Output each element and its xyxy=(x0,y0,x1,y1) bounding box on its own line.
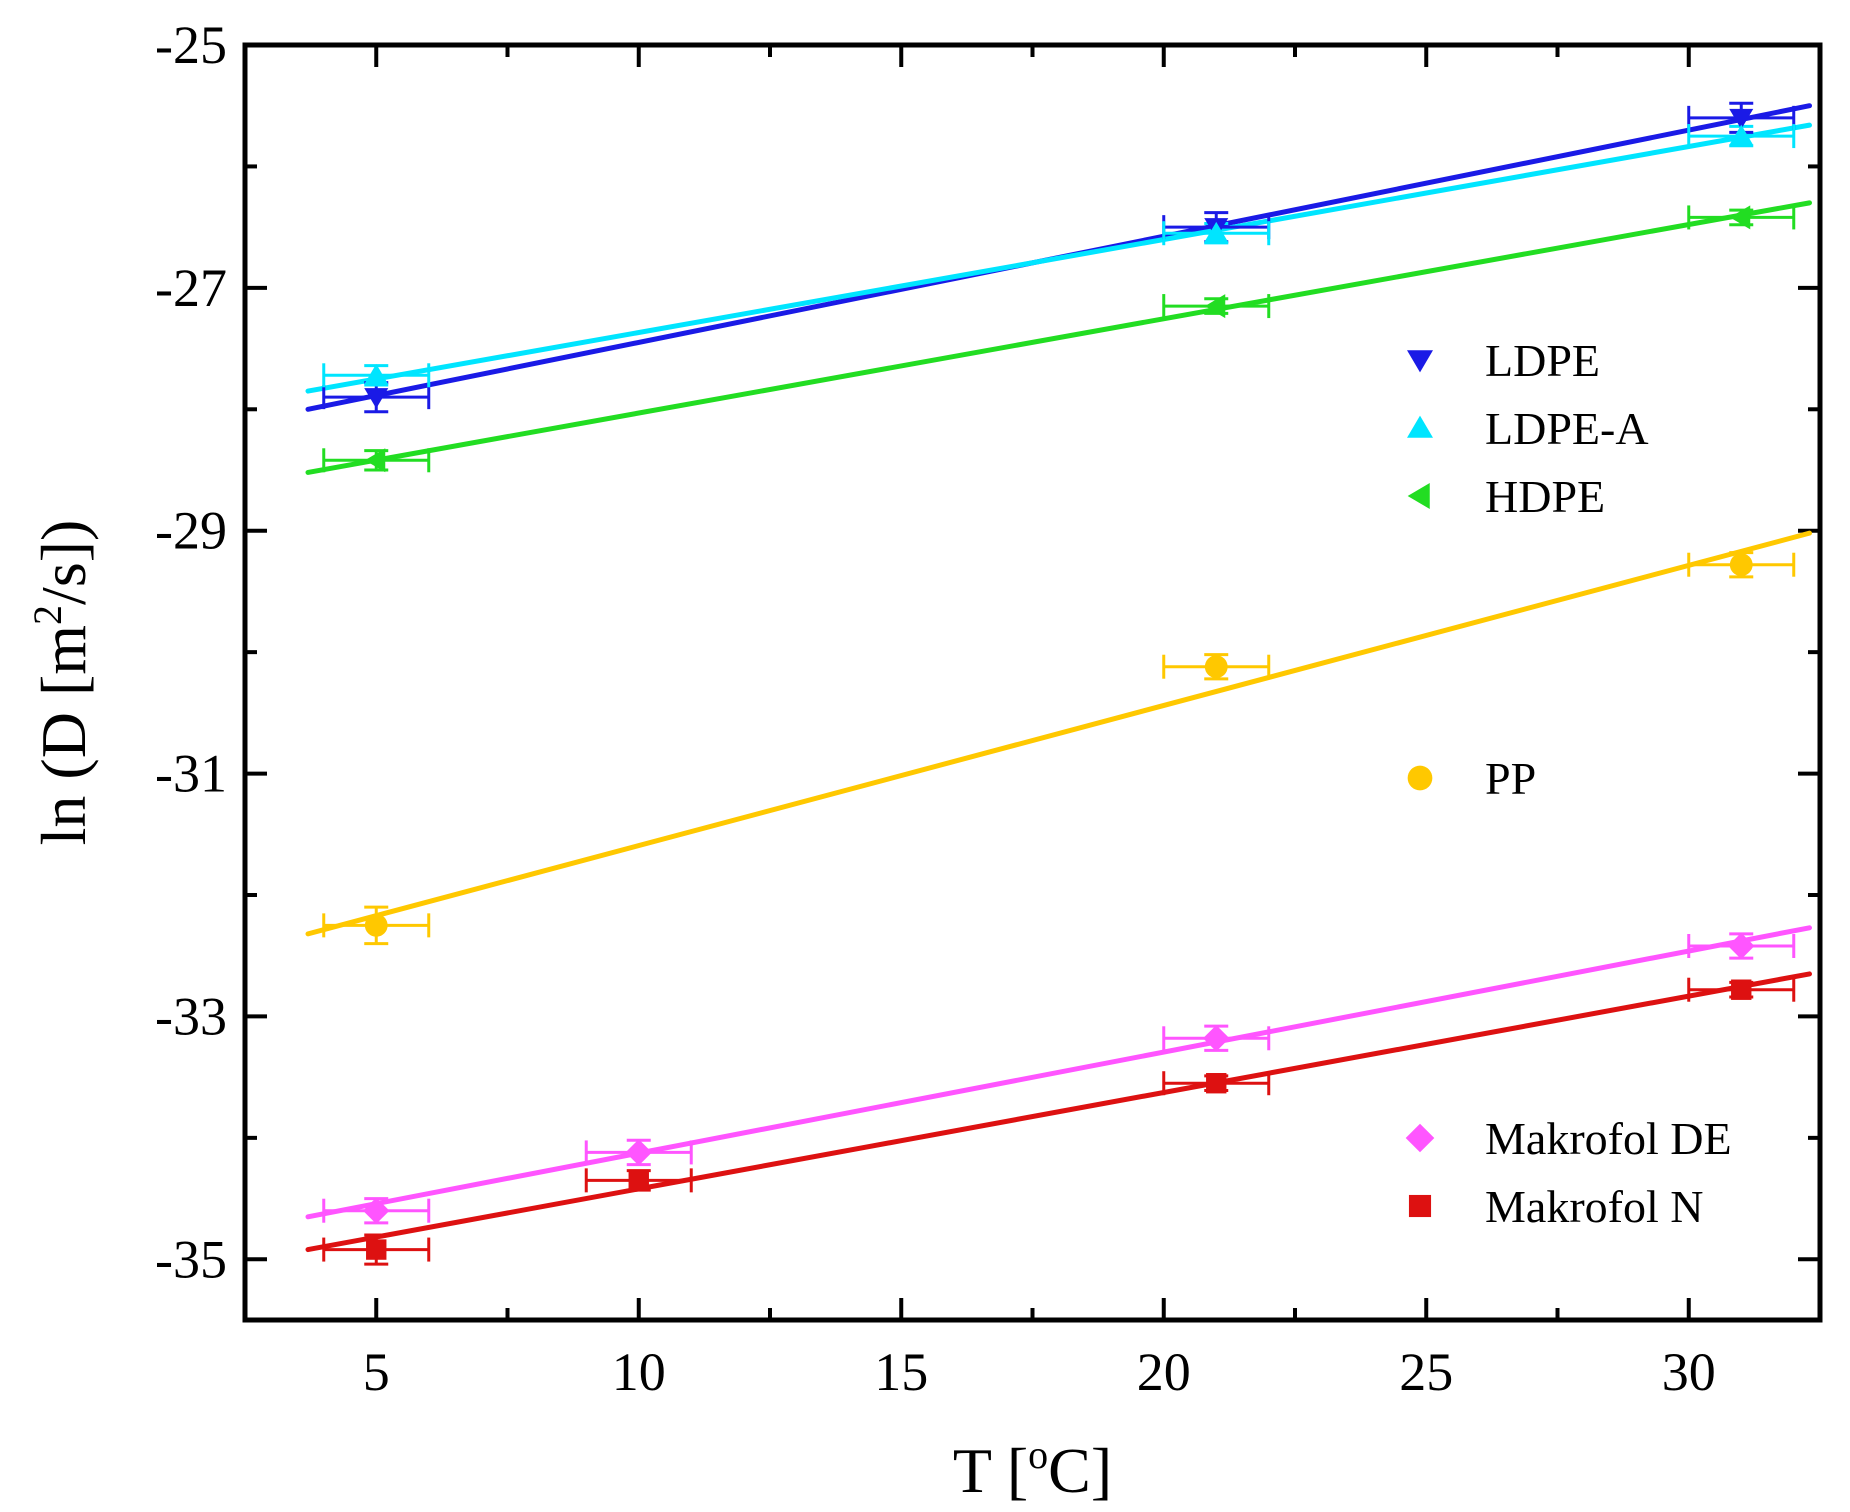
x-axis-title: T [oC] xyxy=(953,1432,1112,1506)
data-point-hdpe xyxy=(1729,205,1751,230)
data-point-makrofol-de xyxy=(625,1139,652,1166)
y-tick-label: -35 xyxy=(155,1229,227,1289)
data-point-makrofol-de xyxy=(1728,932,1755,960)
data-point-makrofol-de xyxy=(363,1197,390,1224)
error-bars xyxy=(322,101,1796,1266)
legend-label-ldpe: LDPE xyxy=(1485,335,1600,386)
data-point-makrofol-n xyxy=(1731,979,1752,1000)
legend-label-pp: PP xyxy=(1485,753,1536,804)
fit-line-makrofol-de xyxy=(305,925,1812,1220)
legend-label-makrofol-n: Makrofol N xyxy=(1485,1181,1703,1232)
data-point-ldpe-a xyxy=(1204,221,1229,243)
data-point-pp xyxy=(1204,655,1228,679)
x-tick-label: 20 xyxy=(1137,1342,1191,1402)
data-point-hdpe xyxy=(1204,294,1226,319)
data-point-ldpe xyxy=(364,388,389,409)
legend-label-ldpe-a: LDPE-A xyxy=(1485,403,1649,454)
y-tick-label: -25 xyxy=(155,15,227,75)
x-tick-label: 30 xyxy=(1662,1342,1716,1402)
fit-line-ldpe-a xyxy=(305,122,1812,394)
y-axis-title: ln (D [m2/s]) xyxy=(25,520,99,846)
x-tick-label: 10 xyxy=(612,1342,666,1402)
fit-line-makrofol-n xyxy=(305,971,1812,1253)
legend-marker-pp xyxy=(1407,765,1433,791)
legend-marker-makrofol-de xyxy=(1405,1123,1435,1153)
y-tick-label: -27 xyxy=(155,258,227,318)
legend-marker-makrofol-n xyxy=(1408,1194,1432,1218)
y-tick-label: -31 xyxy=(155,744,227,804)
data-point-pp xyxy=(364,913,388,937)
legend: LDPE LDPE-A HDPE PP Makrofol DE Makrofol N xyxy=(1405,335,1732,1232)
legend-marker-ldpe-a xyxy=(1407,415,1433,438)
y-tick-label: -33 xyxy=(155,986,227,1046)
data-point-makrofol-n xyxy=(628,1170,649,1191)
tick-labels: 5 10 15 20 25 30 -35 -33 -31 -29 -27 -25 xyxy=(155,15,1716,1402)
fit-line-pp xyxy=(305,530,1812,937)
legend-label-makrofol-de: Makrofol DE xyxy=(1485,1113,1732,1164)
x-tick-label: 15 xyxy=(874,1342,928,1402)
x-tick-label: 25 xyxy=(1399,1342,1453,1402)
y-tick-label: -29 xyxy=(155,501,227,561)
data-point-makrofol-de xyxy=(1203,1025,1230,1052)
legend-marker-hdpe xyxy=(1407,483,1430,509)
data-point-hdpe xyxy=(364,448,386,473)
data-point-ldpe-a xyxy=(364,363,389,385)
data-point-pp xyxy=(1729,553,1753,577)
x-tick-label: 5 xyxy=(363,1342,390,1402)
data-point-makrofol-n xyxy=(366,1239,387,1260)
fit-lines xyxy=(305,103,1812,1253)
data-point-ldpe xyxy=(1729,108,1754,130)
axis-ticks xyxy=(245,43,1820,1320)
fit-line-hdpe xyxy=(305,200,1812,475)
legend-marker-ldpe xyxy=(1407,350,1433,373)
legend-label-hdpe: HDPE xyxy=(1485,471,1605,522)
data-markers xyxy=(363,108,1755,1260)
data-point-makrofol-n xyxy=(1206,1073,1227,1094)
plot-frame xyxy=(242,42,1823,1323)
data-point-ldpe-a xyxy=(1729,124,1754,146)
